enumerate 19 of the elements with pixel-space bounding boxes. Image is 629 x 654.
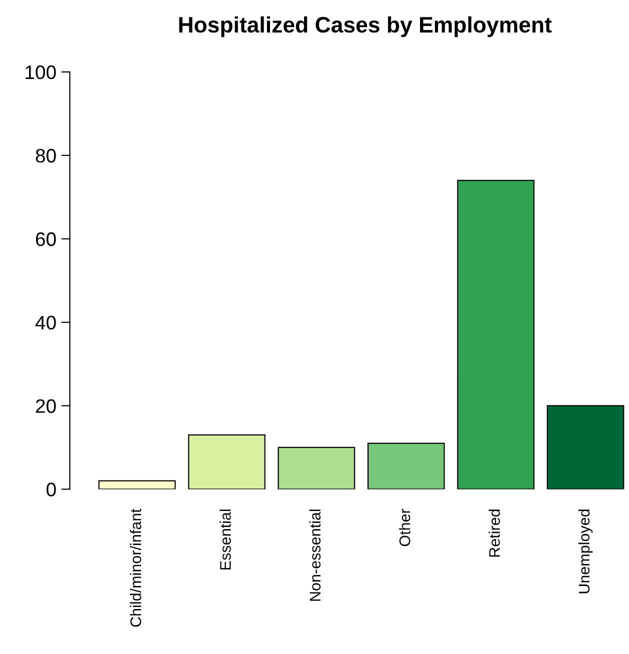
y-tick-label: 60 xyxy=(36,232,56,246)
bar xyxy=(367,442,445,490)
y-tick-label: 0 xyxy=(46,482,56,496)
x-tick-label: Other xyxy=(399,508,410,546)
bar xyxy=(457,180,534,490)
bar xyxy=(188,434,266,490)
y-tick-label: 20 xyxy=(36,399,56,413)
y-tick-label: 100 xyxy=(26,65,56,80)
y-tick-label: 40 xyxy=(35,316,56,330)
x-tick-label: Child/minor/infant xyxy=(130,508,142,627)
x-tick-label: Retired xyxy=(488,510,500,557)
chart-title: Hospitalized Cases by Employment xyxy=(179,16,552,38)
x-tick-label: Unemployed xyxy=(578,510,593,594)
y-tick-label: 80 xyxy=(36,148,56,163)
x-tick-label: Non-essential xyxy=(309,510,321,601)
x-tick-label: Essential xyxy=(220,510,231,570)
bar xyxy=(98,480,176,490)
bar xyxy=(546,405,624,490)
bar xyxy=(278,446,356,490)
